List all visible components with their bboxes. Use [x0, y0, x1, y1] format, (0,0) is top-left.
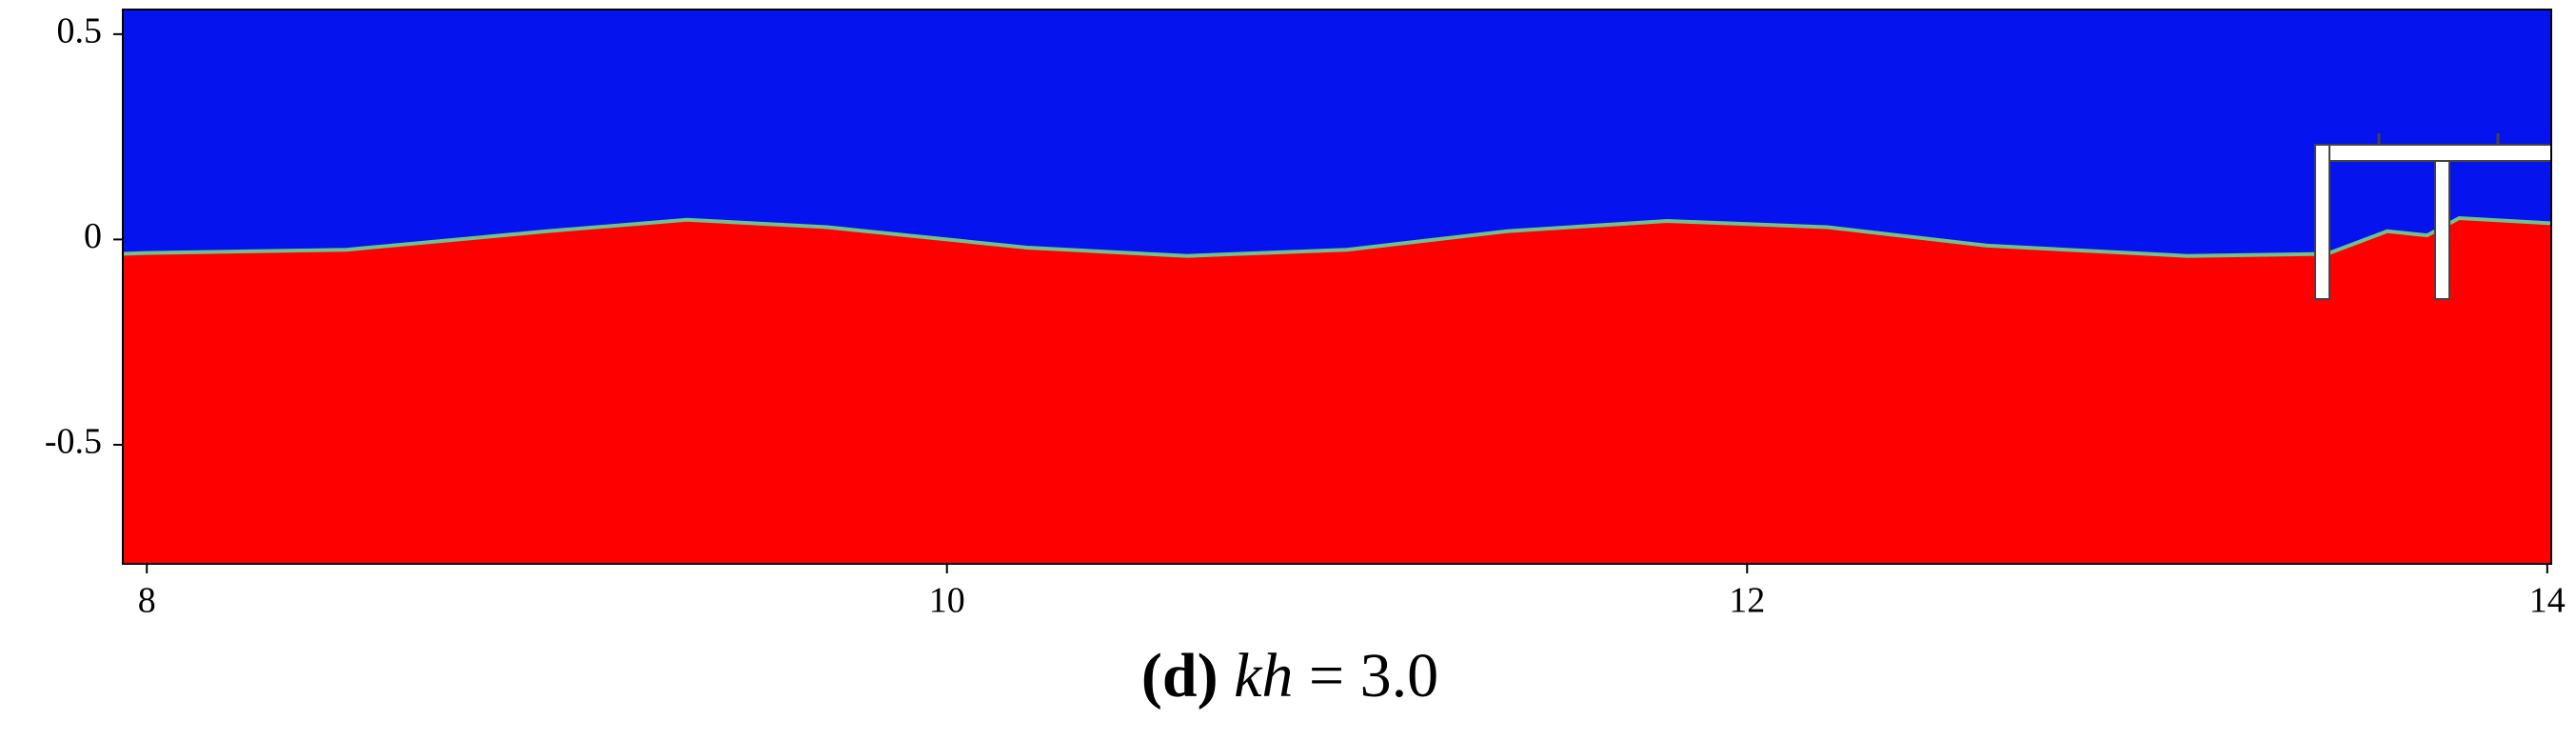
x-tick-label: 8 — [138, 581, 156, 621]
plot-frame — [122, 9, 2552, 565]
y-tick-label: -0.5 — [45, 422, 102, 462]
structure-plate — [2434, 160, 2450, 300]
water-area — [123, 218, 2551, 564]
caption: (d) kh = 3.0 — [1141, 641, 1438, 711]
y-tick-label: 0 — [84, 216, 102, 256]
x-tick-label: 14 — [2529, 581, 2566, 621]
caption-rest: = 3.0 — [1309, 641, 1438, 711]
caption-symbol: kh — [1234, 641, 1293, 711]
caption-panel: (d) — [1141, 641, 1219, 711]
x-tick-label: 12 — [1729, 581, 1765, 621]
free-surface — [122, 215, 2551, 258]
structure-deck — [2314, 144, 2552, 162]
x-tick-label: 10 — [929, 581, 965, 621]
y-tick-label: 0.5 — [57, 11, 103, 51]
structure-plate — [2314, 144, 2330, 300]
